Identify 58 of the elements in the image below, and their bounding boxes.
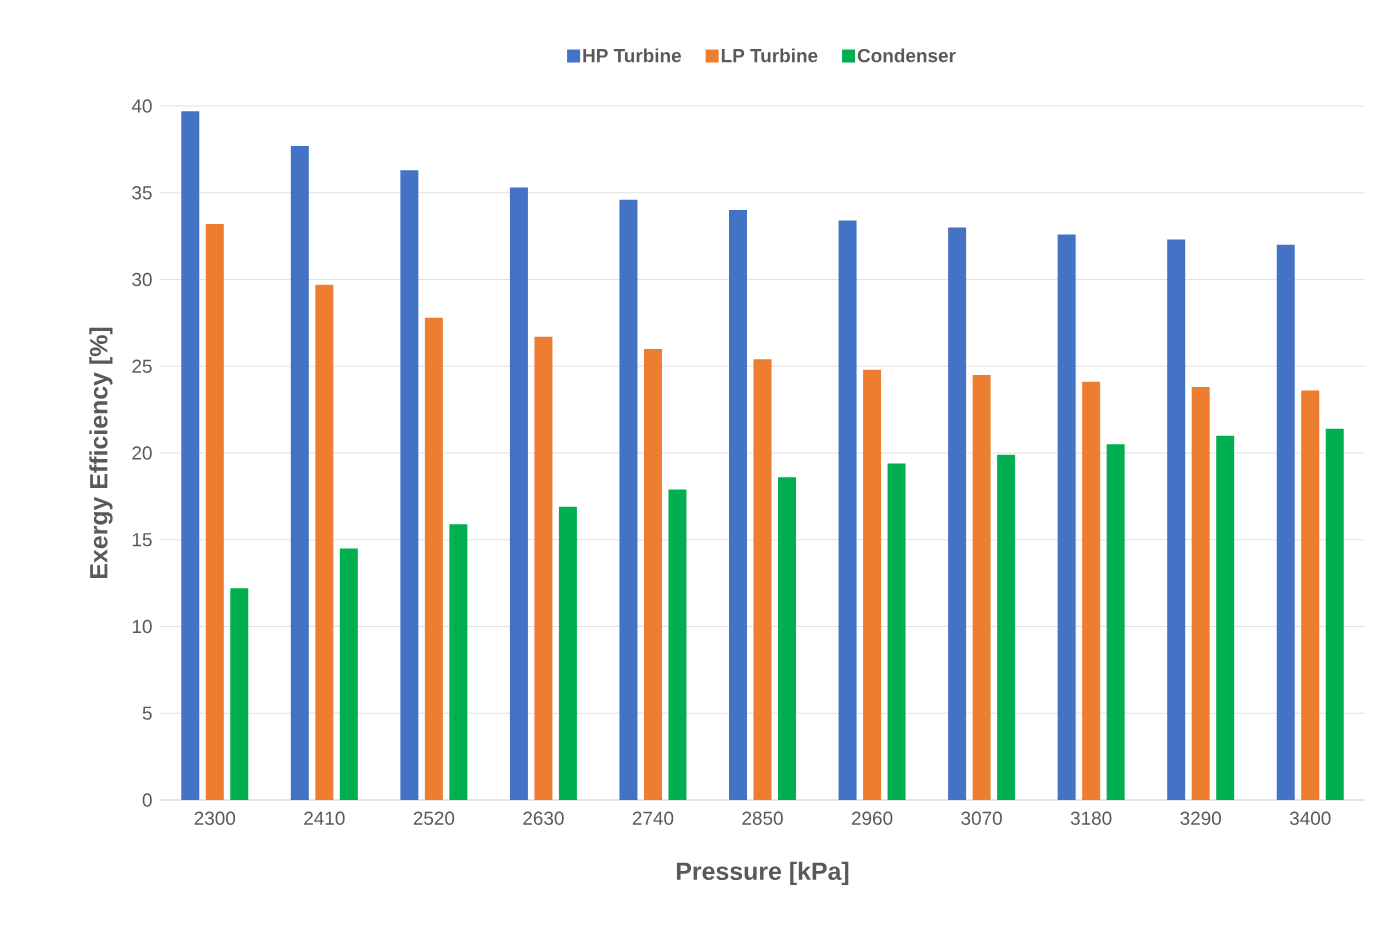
bar (1106, 444, 1125, 800)
x-tick-label: 2410 (304, 811, 345, 825)
y-tick-label: 40 (131, 99, 152, 113)
bar (339, 548, 358, 800)
bar (778, 477, 797, 800)
bar (619, 199, 638, 800)
x-tick-label: 3400 (1289, 811, 1331, 825)
x-tick-label: 2520 (413, 811, 455, 825)
bar (290, 145, 309, 800)
legend-label: HP Turbine (583, 48, 682, 63)
bar (863, 369, 882, 800)
y-tick-label: 35 (132, 186, 152, 200)
bar (668, 489, 687, 800)
y-axis-title: Exergy Efficiency [%] (89, 327, 113, 578)
y-tick-label: 10 (132, 619, 152, 634)
bar (753, 359, 772, 800)
bar (205, 223, 224, 800)
y-tick-label: 25 (132, 359, 152, 373)
bar (558, 506, 577, 800)
bar (181, 111, 200, 800)
bar (1301, 390, 1320, 800)
bar (1057, 234, 1076, 800)
bar (1167, 239, 1186, 800)
bar (230, 588, 249, 800)
x-tick-label: 2960 (851, 811, 893, 825)
y-tick-label: 0 (142, 793, 152, 807)
x-tick-label: 2740 (632, 811, 674, 825)
x-tick-label: 3180 (1070, 811, 1112, 825)
bar (449, 524, 468, 800)
bar (534, 336, 553, 800)
bar (997, 454, 1016, 800)
bar (643, 348, 662, 800)
x-tick-label: 2300 (194, 811, 236, 825)
y-tick-label: 30 (132, 272, 152, 287)
bar (400, 170, 419, 800)
legend-label: LP Turbine (721, 48, 818, 63)
bar (315, 284, 334, 800)
bar (424, 317, 443, 800)
bar (509, 187, 528, 800)
bar (1325, 428, 1344, 800)
x-tick-label: 3290 (1180, 811, 1221, 825)
bar (948, 227, 967, 800)
bar (1082, 381, 1101, 800)
bar (1191, 387, 1210, 800)
bar (887, 463, 906, 800)
y-tick-label: 15 (132, 533, 152, 547)
x-tick-label: 2630 (523, 811, 564, 825)
bar (1216, 435, 1235, 800)
y-tick-label: 20 (132, 446, 152, 460)
x-tick-label: 2850 (742, 811, 783, 825)
bar (729, 210, 748, 800)
x-axis-title: Pressure [kPa] (676, 861, 849, 885)
legend-label: Condenser (857, 48, 956, 63)
bar (838, 220, 857, 800)
y-tick-label: 5 (142, 706, 152, 720)
x-tick-label: 3070 (961, 811, 1002, 825)
bar (1276, 244, 1295, 800)
bar (972, 374, 991, 800)
